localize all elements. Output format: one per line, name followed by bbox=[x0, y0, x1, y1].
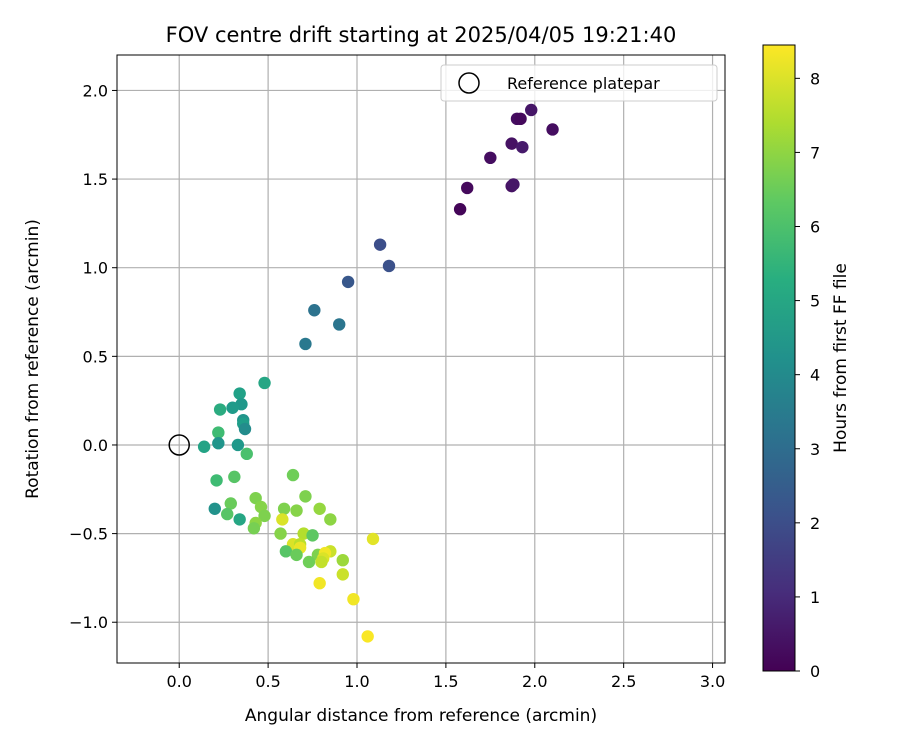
data-point bbox=[286, 468, 300, 482]
data-points bbox=[168, 103, 559, 643]
x-tick-label: 2.0 bbox=[522, 672, 547, 691]
data-point bbox=[208, 502, 221, 515]
legend-label: Reference platepar bbox=[507, 74, 660, 93]
data-point bbox=[299, 337, 312, 351]
data-point bbox=[484, 151, 497, 165]
y-tick-label: 1.0 bbox=[83, 259, 108, 278]
data-point bbox=[336, 568, 349, 581]
data-point bbox=[228, 470, 241, 484]
reference-platepar-marker bbox=[168, 434, 190, 456]
y-tick-label: 1.5 bbox=[83, 170, 108, 189]
data-point bbox=[279, 545, 293, 558]
data-point bbox=[210, 474, 223, 487]
colorbar-gradient bbox=[762, 44, 796, 672]
data-point bbox=[258, 509, 271, 523]
colorbar-tick-label: 7 bbox=[810, 143, 820, 162]
x-axis-ticks: 0.0 0.5 1.0 1.5 2.0 2.5 3.0 bbox=[166, 663, 725, 691]
data-point bbox=[231, 438, 245, 452]
data-point bbox=[240, 447, 253, 461]
data-point bbox=[347, 592, 360, 606]
colorbar-tick-label: 8 bbox=[810, 69, 820, 88]
colorbar: 0 1 2 3 4 5 6 7 8 Hours from first FF file bbox=[762, 44, 851, 681]
data-point bbox=[213, 403, 227, 416]
x-tick-label: 0.5 bbox=[255, 672, 280, 691]
data-point bbox=[224, 497, 237, 510]
data-point bbox=[247, 522, 261, 535]
data-point bbox=[306, 529, 319, 542]
x-tick-label: 1.5 bbox=[433, 672, 458, 691]
colorbar-tick-label: 3 bbox=[810, 440, 820, 459]
data-point bbox=[525, 103, 538, 117]
legend-marker bbox=[458, 72, 480, 94]
data-point bbox=[313, 502, 326, 515]
data-point bbox=[505, 137, 518, 150]
data-point bbox=[258, 376, 271, 390]
data-point bbox=[516, 140, 529, 154]
data-point bbox=[507, 178, 520, 191]
grid-lines bbox=[117, 55, 725, 663]
data-point bbox=[514, 112, 527, 126]
data-point bbox=[221, 507, 234, 521]
chart-title: FOV centre drift starting at 2025/04/05 … bbox=[166, 23, 677, 47]
colorbar-tick-label: 0 bbox=[810, 662, 820, 681]
data-point bbox=[274, 527, 287, 540]
data-point bbox=[315, 555, 328, 569]
y-axis-label: Rotation from reference (arcmin) bbox=[23, 219, 43, 499]
y-axis-ticks: −1.0 −0.5 0.0 0.5 1.0 1.5 2.0 bbox=[69, 81, 117, 632]
data-point bbox=[453, 203, 467, 216]
data-point bbox=[226, 401, 239, 414]
y-tick-label: 2.0 bbox=[83, 81, 108, 100]
y-tick-label: −0.5 bbox=[69, 525, 108, 544]
data-point bbox=[373, 238, 387, 251]
data-point bbox=[233, 513, 246, 526]
data-point bbox=[308, 304, 321, 317]
data-point bbox=[324, 513, 337, 526]
colorbar-label: Hours from first FF file bbox=[831, 263, 851, 453]
colorbar-tick-label: 6 bbox=[810, 218, 820, 237]
data-point bbox=[361, 630, 374, 643]
data-point bbox=[546, 123, 559, 136]
plot-frame bbox=[116, 54, 726, 664]
x-tick-label: 2.5 bbox=[611, 672, 636, 691]
legend-box bbox=[440, 64, 718, 102]
data-point bbox=[277, 502, 291, 515]
data-point bbox=[233, 387, 246, 400]
colorbar-tick-label: 1 bbox=[810, 588, 820, 607]
data-point bbox=[212, 426, 225, 439]
data-point bbox=[333, 318, 346, 331]
x-tick-label: 3.0 bbox=[700, 672, 725, 691]
data-point bbox=[313, 577, 326, 590]
data-point bbox=[290, 504, 303, 517]
data-point bbox=[276, 513, 289, 526]
x-tick-label: 1.0 bbox=[344, 672, 369, 691]
data-point bbox=[212, 436, 225, 450]
data-point bbox=[299, 490, 312, 503]
y-tick-label: 0.5 bbox=[83, 347, 108, 366]
colorbar-tick-label: 5 bbox=[810, 292, 820, 311]
colorbar-tick-label: 4 bbox=[810, 366, 820, 385]
x-tick-label: 0.0 bbox=[166, 672, 191, 691]
data-point bbox=[302, 555, 316, 569]
data-point bbox=[366, 532, 380, 546]
colorbar-tick-label: 2 bbox=[810, 514, 820, 533]
y-tick-label: 0.0 bbox=[83, 436, 108, 455]
data-point bbox=[382, 259, 396, 273]
data-point bbox=[461, 181, 474, 195]
data-point bbox=[197, 440, 211, 453]
legend: Reference platepar bbox=[440, 64, 718, 102]
data-point bbox=[238, 422, 252, 436]
x-axis-label: Angular distance from reference (arcmin) bbox=[245, 706, 597, 726]
y-tick-label: −1.0 bbox=[69, 613, 108, 632]
colorbar-ticks: 0 1 2 3 4 5 6 7 8 bbox=[795, 69, 820, 681]
data-point bbox=[336, 553, 349, 567]
data-point bbox=[341, 275, 355, 289]
data-point bbox=[290, 548, 303, 562]
